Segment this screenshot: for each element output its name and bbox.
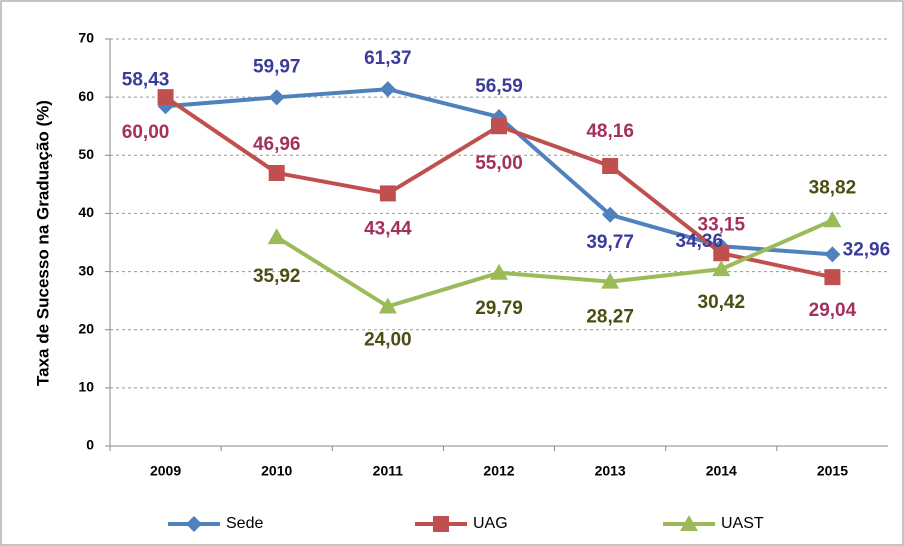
value-label: 43,44: [364, 218, 412, 239]
marker: [268, 164, 285, 181]
marker: [601, 272, 620, 289]
y-tick-label: 30: [78, 262, 94, 278]
marker: [680, 515, 698, 531]
x-tick-label: 2010: [261, 463, 292, 479]
marker: [378, 297, 397, 314]
value-label: 55,00: [475, 153, 523, 174]
value-label: 32,96: [843, 239, 891, 260]
marker: [379, 81, 396, 98]
y-tick-label: 10: [78, 379, 94, 395]
y-tick-label: 60: [78, 88, 94, 104]
value-label: 28,27: [586, 307, 634, 328]
value-label: 61,37: [364, 48, 412, 69]
marker: [268, 89, 285, 106]
value-label: 56,59: [475, 76, 523, 97]
marker: [602, 157, 619, 174]
y-tick-label: 50: [78, 146, 94, 162]
y-axis-label: Taxa de Sucesso na Graduação (%): [33, 100, 52, 386]
x-tick-label: 2009: [150, 463, 181, 479]
value-label: 35,92: [253, 266, 301, 287]
marker: [824, 246, 841, 263]
value-label: 39,77: [586, 232, 634, 253]
x-tick-label: 2011: [373, 463, 404, 479]
value-label: 48,16: [586, 121, 634, 142]
value-label: 30,42: [698, 292, 746, 313]
y-tick-label: 40: [78, 204, 94, 220]
value-label: 58,43: [122, 69, 170, 90]
marker: [433, 516, 449, 532]
marker: [490, 263, 508, 280]
marker: [157, 89, 174, 106]
series-line: [275, 218, 834, 309]
marker: [186, 516, 202, 532]
marker: [267, 228, 286, 245]
value-label: 33,15: [698, 214, 746, 235]
marker: [823, 211, 842, 228]
y-tick-label: 0: [86, 437, 94, 453]
value-label: 38,82: [809, 177, 857, 198]
y-tick-label: 20: [78, 320, 94, 336]
value-label: 24,00: [364, 329, 412, 350]
marker: [379, 185, 396, 202]
marker: [491, 118, 507, 135]
marker: [824, 269, 841, 286]
value-label: 29,04: [809, 300, 857, 321]
x-tick-label: 2014: [706, 463, 737, 479]
value-label: 34,36: [676, 231, 724, 252]
y-tick-label: 70: [78, 30, 94, 46]
x-tick-label: 2015: [817, 463, 848, 479]
marker: [713, 245, 730, 262]
value-label: 60,00: [122, 122, 170, 143]
marker: [712, 260, 731, 277]
x-tick-label: 2012: [483, 463, 514, 479]
value-label: 29,79: [475, 298, 523, 319]
legend-label: UAG: [473, 515, 508, 532]
value-label: 59,97: [253, 56, 301, 77]
value-label: 46,96: [253, 134, 301, 155]
x-tick-label: 2013: [595, 463, 626, 479]
marker: [602, 206, 619, 223]
legend-label: UAST: [721, 515, 764, 532]
legend-label: Sede: [226, 515, 263, 532]
